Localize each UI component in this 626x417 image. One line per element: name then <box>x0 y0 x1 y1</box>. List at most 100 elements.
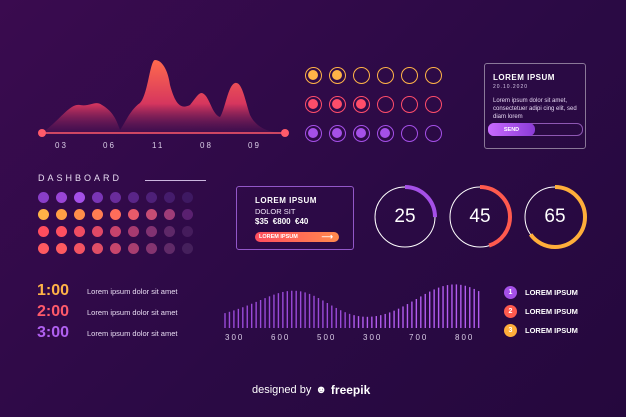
matrix-dot <box>128 226 139 237</box>
matrix-dot <box>182 192 193 203</box>
time-value: 3:00 <box>37 324 70 341</box>
bar-x-label: 300 <box>363 333 383 342</box>
matrix-dot <box>164 192 175 203</box>
footer-brand: freepik <box>330 383 371 397</box>
matrix-dot <box>164 226 175 237</box>
matrix-dot <box>74 226 85 237</box>
option-circle[interactable] <box>401 125 418 142</box>
dashboard-title: DASHBOARD <box>38 173 123 183</box>
area-fill <box>42 60 285 133</box>
bar-x-label: 300 <box>225 333 245 342</box>
legend-item: 3 LOREM IPSUM <box>504 324 578 337</box>
info-card-body: Lorem ipsum dolor sit amet, consectetuer… <box>493 98 577 120</box>
option-circle[interactable] <box>401 67 418 84</box>
circle-option-grid <box>305 67 455 147</box>
bar-chart-x-axis: 300 600 500 300 700 800 <box>222 333 484 345</box>
matrix-dot <box>182 243 193 254</box>
matrix-dot <box>128 243 139 254</box>
price-card-title: LOREM IPSUM <box>255 196 317 205</box>
area-start-point <box>38 129 46 137</box>
option-circle[interactable] <box>401 96 418 113</box>
legend-label: LOREM IPSUM <box>525 326 578 335</box>
option-circle-fill <box>332 128 342 138</box>
gauge-arc <box>448 185 512 249</box>
matrix-dot <box>182 209 193 220</box>
matrix-dot <box>56 209 67 220</box>
price-card-button[interactable]: LOREM IPSUM ⟶ <box>255 232 339 242</box>
option-circle[interactable] <box>305 67 322 84</box>
footer-prefix: designed by <box>252 384 312 396</box>
matrix-dot <box>110 192 121 203</box>
option-circle[interactable] <box>353 96 370 113</box>
matrix-dot <box>38 192 49 203</box>
gauge-ring <box>523 185 587 249</box>
option-circle[interactable] <box>305 125 322 142</box>
matrix-dot <box>182 226 193 237</box>
bar-x-label: 500 <box>317 333 337 342</box>
option-circle[interactable] <box>377 96 394 113</box>
option-circle[interactable] <box>353 125 370 142</box>
gauge: 65 <box>522 184 588 250</box>
option-circle-fill <box>332 70 342 80</box>
send-button-label: SEND <box>503 126 520 133</box>
matrix-dot <box>128 192 139 203</box>
option-circle[interactable] <box>425 96 442 113</box>
dot-matrix <box>38 192 213 260</box>
legend: 1 LOREM IPSUM 2 LOREM IPSUM 3 LOREM IPSUM <box>504 286 614 346</box>
matrix-dot <box>146 243 157 254</box>
legend-item: 1 LOREM IPSUM <box>504 286 578 299</box>
price-card-prices: $35 €800 €40 <box>255 217 309 226</box>
matrix-dot <box>110 226 121 237</box>
legend-label: LOREM IPSUM <box>525 307 578 316</box>
area-chart <box>38 60 289 137</box>
gauge-row: 25 45 65 <box>372 184 592 254</box>
arrow-right-icon: ⟶ <box>321 232 333 241</box>
gauge-arc <box>523 185 587 249</box>
freepik-logo-icon: ☻ <box>315 384 327 396</box>
gauge-arc <box>373 185 437 249</box>
legend-number: 3 <box>504 324 517 337</box>
option-circle[interactable] <box>329 67 346 84</box>
matrix-dot <box>110 209 121 220</box>
x-label: 03 <box>55 141 68 150</box>
option-circle[interactable] <box>329 96 346 113</box>
matrix-dot <box>164 243 175 254</box>
option-circle[interactable] <box>377 125 394 142</box>
option-circle[interactable] <box>305 96 322 113</box>
gauge-value: 45 <box>469 206 491 227</box>
matrix-dot <box>92 209 103 220</box>
time-description: Lorem ipsum dolor sit amet <box>87 329 178 338</box>
time-list: 1:00 Lorem ipsum dolor sit amet 2:00 Lorem … <box>37 282 227 344</box>
gauge-ring <box>448 185 512 249</box>
price-card-subtitle: DOLOR SIT <box>255 207 296 216</box>
matrix-dot <box>38 243 49 254</box>
matrix-dot <box>74 243 85 254</box>
option-circle[interactable] <box>329 125 346 142</box>
matrix-dot <box>146 226 157 237</box>
legend-number: 2 <box>504 305 517 318</box>
gauge: 25 <box>372 184 438 250</box>
area-end-point <box>281 129 289 137</box>
send-button[interactable]: SEND <box>488 123 535 136</box>
gauge-ring <box>373 185 437 249</box>
matrix-dot <box>38 209 49 220</box>
info-card-date: 20.10.2020 <box>493 84 529 90</box>
option-circle-fill <box>356 99 366 109</box>
option-circle-fill <box>332 99 342 109</box>
option-circle-fill <box>356 128 366 138</box>
time-description: Lorem ipsum dolor sit amet <box>87 287 178 296</box>
time-value: 2:00 <box>37 303 70 320</box>
legend-label: LOREM IPSUM <box>525 288 578 297</box>
option-circle[interactable] <box>425 125 442 142</box>
option-circle[interactable] <box>377 67 394 84</box>
gauge-value: 65 <box>544 206 566 227</box>
matrix-dot <box>56 243 67 254</box>
info-card-title: LOREM IPSUM <box>493 73 555 82</box>
matrix-dot <box>92 192 103 203</box>
option-circle[interactable] <box>425 67 442 84</box>
option-circle[interactable] <box>353 67 370 84</box>
bar-x-label: 700 <box>409 333 429 342</box>
gauge: 45 <box>447 184 513 250</box>
time-value: 1:00 <box>37 282 70 299</box>
bar-chart <box>224 284 480 328</box>
